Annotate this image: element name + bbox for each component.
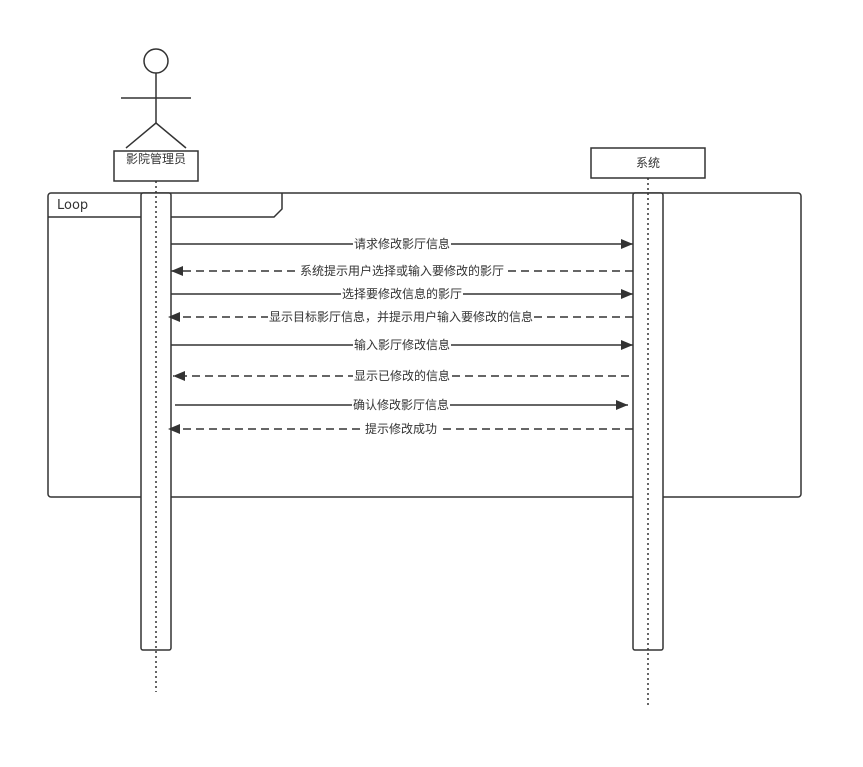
message-label-8: 提示修改成功 [363, 422, 439, 436]
message-label-4: 显示目标影厅信息，并提示用户输入要修改的信息 [267, 310, 535, 324]
system-participant-box [590, 147, 706, 179]
message-label-7: 确认修改影厅信息 [351, 398, 451, 412]
system-name: 系统 [635, 156, 660, 170]
loop-fragment [47, 192, 802, 498]
message-label-3: 选择要修改信息的影厅 [340, 287, 464, 301]
message-label-6: 显示已修改的信息 [352, 369, 452, 383]
actor-label-box [113, 150, 199, 182]
actor-name: 影院管理员 [125, 152, 186, 166]
loop-label: Loop [57, 198, 89, 213]
message-label-2: 系统提示用户选择或输入要修改的影厅 [298, 264, 506, 278]
system-activation-bar [632, 192, 664, 651]
message-label-5: 输入影厅修改信息 [352, 338, 452, 352]
message-label-1: 请求修改影厅信息 [352, 237, 452, 251]
actor-figure [121, 48, 191, 149]
